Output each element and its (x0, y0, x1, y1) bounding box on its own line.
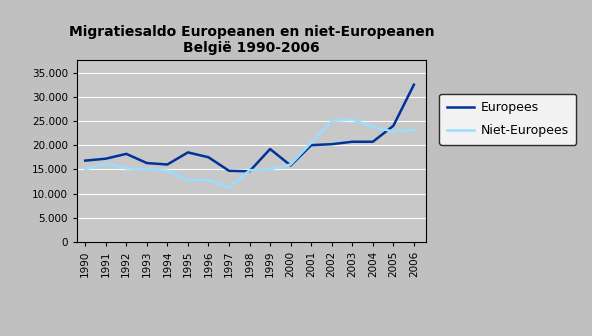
Europees (184, 151, 191, 155)
Niet-Europees (123, 166, 130, 170)
Niet-Europees (102, 162, 110, 166)
Niet-Europees (287, 163, 294, 167)
Legend: Europees, Niet-Europees: Europees, Niet-Europees (439, 94, 577, 145)
Niet-Europees (82, 167, 89, 171)
Europees (102, 157, 110, 161)
Niet-Europees (143, 167, 150, 171)
Europees (164, 163, 171, 167)
Niet-Europees (184, 178, 191, 182)
Europees (226, 169, 233, 173)
Europees (349, 140, 356, 144)
Title: Migratiesaldo Europeanen en niet-Europeanen
België 1990-2006: Migratiesaldo Europeanen en niet-Europea… (69, 25, 435, 55)
Europees (143, 161, 150, 165)
Europees (410, 83, 417, 87)
Niet-Europees (349, 118, 356, 122)
Europees (205, 155, 212, 159)
Europees (82, 159, 89, 163)
Niet-Europees (246, 168, 253, 172)
Europees (369, 140, 377, 144)
Niet-Europees (164, 169, 171, 173)
Line: Niet-Europees: Niet-Europees (85, 120, 414, 188)
Niet-Europees (266, 167, 274, 171)
Niet-Europees (328, 119, 335, 123)
Europees (266, 147, 274, 151)
Europees (390, 124, 397, 128)
Line: Europees: Europees (85, 85, 414, 171)
Niet-Europees (308, 141, 315, 145)
Europees (287, 163, 294, 167)
Europees (123, 152, 130, 156)
Europees (308, 143, 315, 147)
Niet-Europees (410, 128, 417, 132)
Niet-Europees (390, 130, 397, 134)
Niet-Europees (226, 186, 233, 190)
Niet-Europees (205, 178, 212, 182)
Niet-Europees (369, 125, 377, 129)
Europees (328, 142, 335, 146)
Europees (246, 169, 253, 173)
